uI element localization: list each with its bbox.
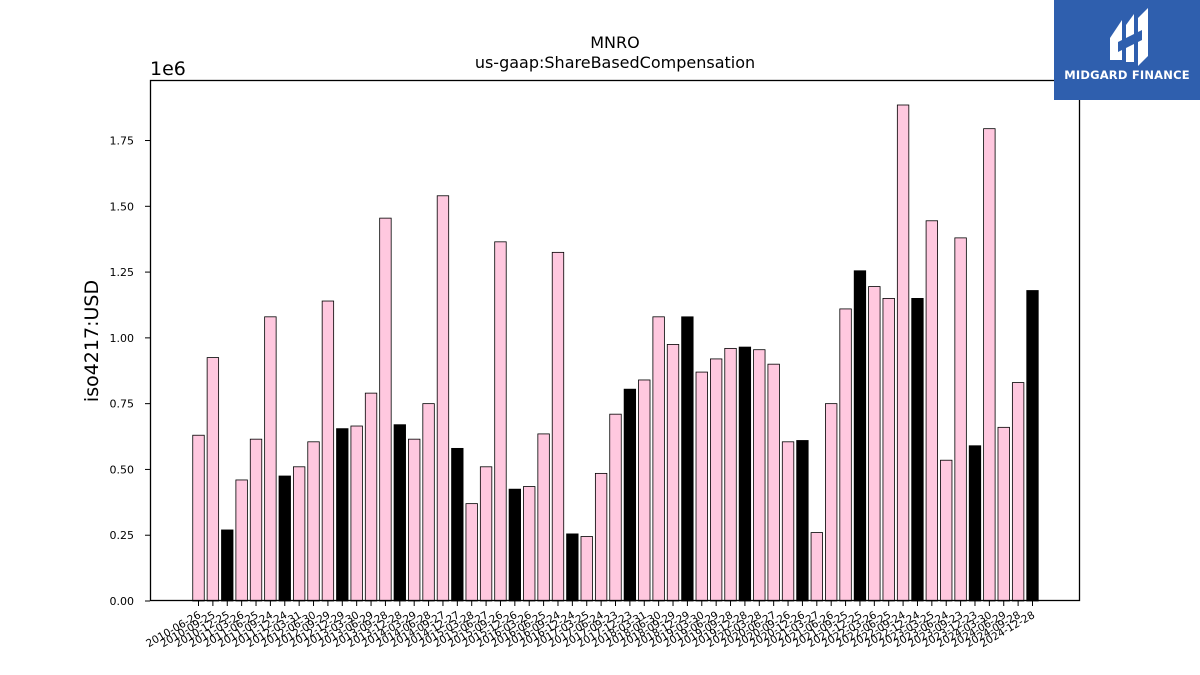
y-axis-label: iso4217:USD (81, 280, 103, 402)
y-tick-label: 1.00 (110, 332, 135, 345)
bar (336, 428, 349, 602)
midgard-finance-logo: MIDGARD FINANCE (1054, 0, 1200, 100)
bar (436, 195, 450, 602)
bar (810, 532, 823, 602)
y-tick-label: 0.75 (110, 398, 135, 411)
y-tick-label: 0.25 (110, 529, 135, 542)
chart-subtitle: us-gaap:ShareBasedCompensation (475, 53, 755, 72)
chart-title: MNRO (590, 33, 639, 52)
bar (1011, 382, 1025, 602)
bar (307, 441, 320, 602)
bar (580, 536, 593, 602)
bar (364, 392, 378, 602)
bar (264, 316, 277, 602)
bar (968, 445, 982, 602)
bar (379, 217, 392, 602)
bar (1026, 290, 1039, 602)
bar (566, 533, 579, 602)
bar (537, 433, 550, 602)
bar (594, 472, 608, 602)
bar (278, 475, 291, 602)
bar (839, 308, 852, 602)
bar (221, 529, 234, 602)
y-tick-label: 1.50 (110, 200, 135, 213)
bar (638, 379, 651, 602)
bar (350, 425, 363, 602)
bar (695, 371, 708, 602)
bar (997, 426, 1010, 602)
bar (652, 316, 665, 602)
bar (767, 363, 780, 602)
bar (408, 438, 421, 602)
bar (753, 349, 766, 602)
x-axis-ticks: 2010-06-262010-09-252010-12-252011-03-26… (144, 601, 1037, 650)
bar (551, 251, 565, 602)
y-axis-ticks: 0.00 0.25 0.50 0.75 1.00 1.25 1.50 1.75 (110, 135, 150, 608)
y-tick-label: 0.00 (110, 595, 135, 608)
bar (940, 459, 953, 602)
bar (479, 466, 493, 602)
bar (523, 486, 536, 602)
bar (494, 241, 507, 602)
bar (292, 466, 306, 602)
bar (235, 479, 248, 602)
bar (868, 286, 881, 602)
bar (681, 316, 694, 602)
bar (508, 488, 521, 602)
bar (422, 403, 435, 602)
bar (925, 220, 938, 602)
bar (666, 344, 680, 602)
bar (896, 104, 910, 602)
midgard-finance-logo-icon (1110, 8, 1148, 66)
bar (609, 413, 622, 602)
bar (451, 447, 464, 602)
bar (983, 128, 996, 602)
bar (853, 270, 867, 602)
bar (954, 237, 967, 602)
bar (882, 297, 895, 602)
bar (623, 388, 637, 602)
bar (393, 424, 406, 602)
bar (710, 358, 723, 602)
logo-text: MIDGARD FINANCE (1064, 68, 1190, 82)
y-tick-label: 1.75 (110, 135, 135, 148)
bar (192, 434, 205, 602)
bar (249, 438, 263, 602)
bar (781, 441, 795, 602)
y-tick-label: 1.25 (110, 266, 135, 279)
bar (465, 503, 478, 602)
bar (825, 403, 838, 602)
bar (724, 347, 737, 602)
bar (206, 357, 220, 602)
y-tick-label: 0.50 (110, 463, 135, 476)
plot-frame (149, 79, 1081, 602)
bars-group (192, 104, 1039, 602)
bar (911, 297, 924, 602)
bar (796, 440, 809, 602)
bar (738, 346, 752, 602)
y-axis-multiplier: 1e6 (150, 58, 186, 80)
bar (321, 300, 335, 602)
